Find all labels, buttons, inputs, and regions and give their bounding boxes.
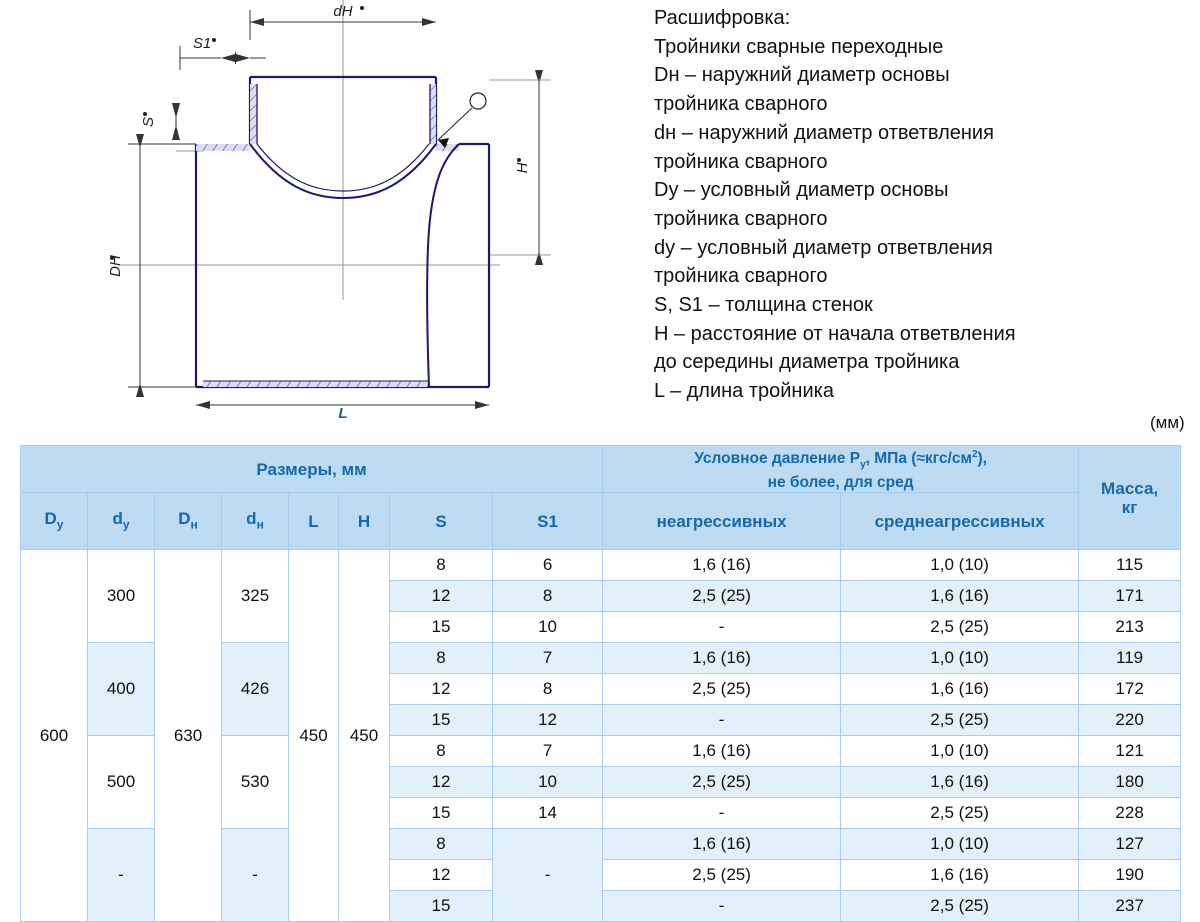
svg-text:H: H [514,162,531,173]
svg-text:S1: S1 [193,35,211,52]
svg-text:DН: DН [107,255,124,277]
svg-text:L: L [338,405,347,420]
svg-text:dH: dH [333,3,352,20]
svg-text:S: S [140,117,157,127]
